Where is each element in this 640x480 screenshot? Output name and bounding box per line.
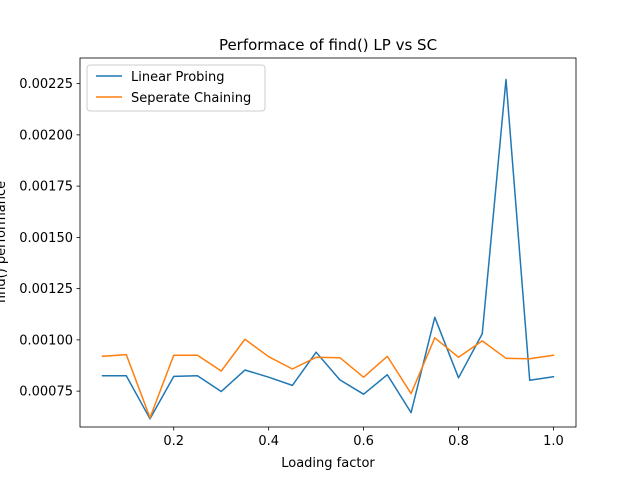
chart-title: Performace of find() LP vs SC: [219, 36, 437, 54]
legend: Linear Probing Seperate Chaining: [86, 64, 266, 112]
x-tick-label: 0.2: [163, 434, 184, 449]
legend-label-1: Seperate Chaining: [131, 91, 251, 106]
legend-label-0: Linear Probing: [131, 70, 225, 85]
y-tick-label: 0.00200: [19, 128, 73, 143]
y-tick-label: 0.00150: [19, 231, 73, 246]
x-tick-label: 0.4: [258, 434, 279, 449]
plot-area: 0.2 0.4 0.6 0.8 1.0 0.00075 0.00100 0.00125 0.00…: [19, 57, 577, 449]
x-tick-label: 1.0: [543, 434, 564, 449]
y-tick-label: 0.00075: [19, 385, 73, 400]
y-tick-label: 0.00125: [19, 282, 73, 297]
x-axis-label: Loading factor: [281, 456, 375, 471]
y-axis-label: find() performance: [0, 181, 9, 303]
x-tick-label: 0.8: [448, 434, 469, 449]
y-tick-label: 0.00175: [19, 180, 73, 195]
x-tick-label: 0.6: [353, 434, 374, 449]
axes-frame: [79, 57, 577, 428]
y-tick-label: 0.00225: [19, 77, 73, 92]
series-line-1: [101, 337, 555, 419]
series-line-0: [101, 78, 555, 420]
legend-box: [86, 64, 266, 112]
y-tick-label: 0.00100: [19, 333, 73, 348]
